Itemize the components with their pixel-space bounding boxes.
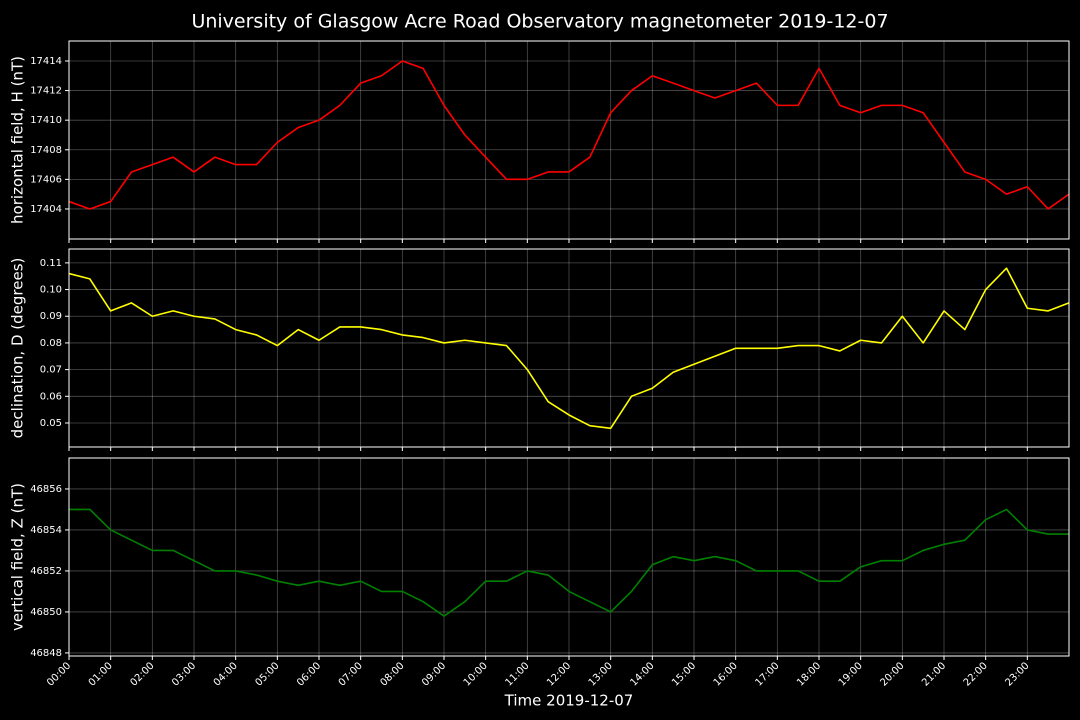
y-tick-label: 17414 — [30, 56, 62, 67]
y-tick-label: 0.06 — [40, 391, 62, 402]
y-tick-label: 0.08 — [40, 338, 62, 349]
y-axis-label: declination, D (degrees) — [9, 258, 27, 439]
y-tick-label: 17412 — [30, 86, 62, 97]
y-tick-label: 0.05 — [40, 418, 62, 429]
plot-frame — [68, 457, 1070, 657]
data-line — [68, 267, 1070, 430]
y-tick-label: 17408 — [30, 145, 62, 156]
data-line — [69, 508, 1069, 617]
data-line — [68, 60, 1070, 210]
y-tick-label: 46856 — [30, 484, 62, 495]
y-tick-label: 46852 — [30, 566, 62, 577]
x-axis-label: Time 2019-12-07 — [504, 692, 634, 710]
y-tick-label: 17410 — [30, 115, 62, 126]
y-tick-label: 0.11 — [40, 258, 62, 269]
y-tick-label: 0.07 — [40, 365, 62, 376]
y-tick-label: 46850 — [30, 607, 62, 618]
y-tick-label: 0.10 — [40, 285, 62, 296]
y-tick-label: 46848 — [30, 648, 62, 659]
chart-title: University of Glasgow Acre Road Observat… — [191, 11, 888, 33]
plot-frame — [68, 40, 1070, 240]
y-axis-label: vertical field, Z (nT) — [9, 483, 27, 631]
y-tick-label: 17404 — [30, 204, 62, 215]
plot-area — [69, 41, 1069, 239]
y-tick-label: 0.09 — [40, 311, 62, 322]
plot-area — [69, 458, 1069, 656]
y-axis-label: horizontal field, H (nT) — [9, 56, 27, 224]
plot-frame — [68, 248, 1070, 448]
y-tick-label: 46854 — [30, 525, 62, 536]
y-tick-label: 17406 — [30, 174, 62, 185]
plot-area — [69, 249, 1069, 447]
